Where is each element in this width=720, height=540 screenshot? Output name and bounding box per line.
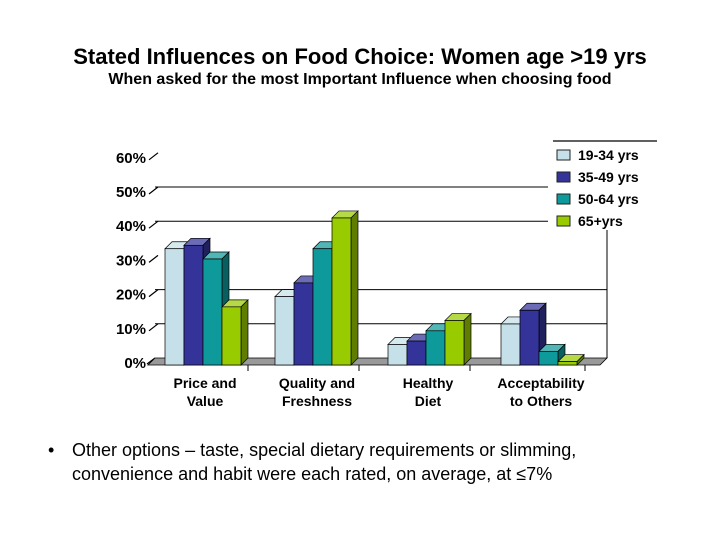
legend-swatch-65+yrs [556, 215, 571, 227]
y-tick-label: 60% [116, 150, 146, 167]
x-category-label: Diet [415, 393, 442, 409]
bar-50-64 yrs-1 [312, 248, 333, 366]
x-category-label: Freshness [282, 393, 352, 409]
bar-35-49 yrs-1 [293, 282, 314, 366]
slide-title: Stated Influences on Food Choice: Women … [73, 44, 647, 69]
bar-35-49 yrs-2 [406, 340, 427, 366]
bar-50-64 yrs-3 [538, 350, 559, 366]
bar-19-34 yrs-3 [500, 323, 521, 366]
bar-19-34 yrs-0 [164, 248, 185, 366]
y-tick-10 [148, 323, 159, 332]
x-category-label: to Others [510, 393, 572, 409]
bullet-marker: • [48, 440, 55, 460]
legend-label: 35-49 yrs [578, 169, 639, 185]
bar-65+yrs-2 [444, 320, 465, 366]
legend-label: 65+yrs [578, 213, 623, 229]
x-category-label: Healthy [403, 375, 454, 391]
footnote-text: Other options – taste, special dietary r… [72, 438, 576, 486]
y-tick-30 [148, 254, 159, 263]
x-category-label: Acceptability [497, 375, 584, 391]
footnote-bullet: • Other options – taste, special dietary… [48, 438, 678, 486]
bar-65+yrs-3 [557, 361, 578, 366]
bar-50-64 yrs-0 [202, 258, 223, 366]
y-tick-label: 40% [116, 218, 146, 235]
legend-swatch-19-34 yrs [556, 149, 571, 161]
bar-35-49 yrs-0 [183, 244, 204, 366]
bar-19-34 yrs-1 [274, 296, 295, 366]
footnote-line-2: convenience and habit were each rated, o… [72, 464, 553, 484]
y-tick-20 [148, 289, 159, 298]
y-tick-60 [148, 152, 159, 161]
y-tick-label: 0% [124, 355, 146, 372]
y-tick-50 [148, 186, 159, 195]
bar-19-34 yrs-2 [387, 344, 408, 366]
y-tick-label: 50% [116, 184, 146, 201]
legend-label: 19-34 yrs [578, 147, 639, 163]
y-tick-label: 10% [116, 321, 146, 338]
bar-side [350, 210, 359, 366]
y-tick-label: 20% [116, 287, 146, 304]
slide-subtitle: When asked for the most Important Influe… [108, 71, 612, 88]
legend-swatch-35-49 yrs [556, 171, 571, 183]
bar-side [240, 299, 249, 366]
bar-35-49 yrs-3 [519, 309, 540, 366]
legend-swatch-50-64 yrs [556, 193, 571, 205]
bar-65+yrs-0 [221, 306, 242, 366]
bar-side [463, 312, 472, 366]
y-tick-label: 30% [116, 252, 146, 269]
legend-label: 50-64 yrs [578, 191, 639, 207]
x-category-label: Price and [173, 375, 236, 391]
y-tick-40 [148, 220, 159, 229]
x-category-label: Value [187, 393, 224, 409]
bar-50-64 yrs-2 [425, 330, 446, 366]
bar-65+yrs-1 [331, 217, 352, 366]
x-category-label: Quality and [279, 375, 355, 391]
footnote-line-1: Other options – taste, special dietary r… [72, 440, 577, 460]
